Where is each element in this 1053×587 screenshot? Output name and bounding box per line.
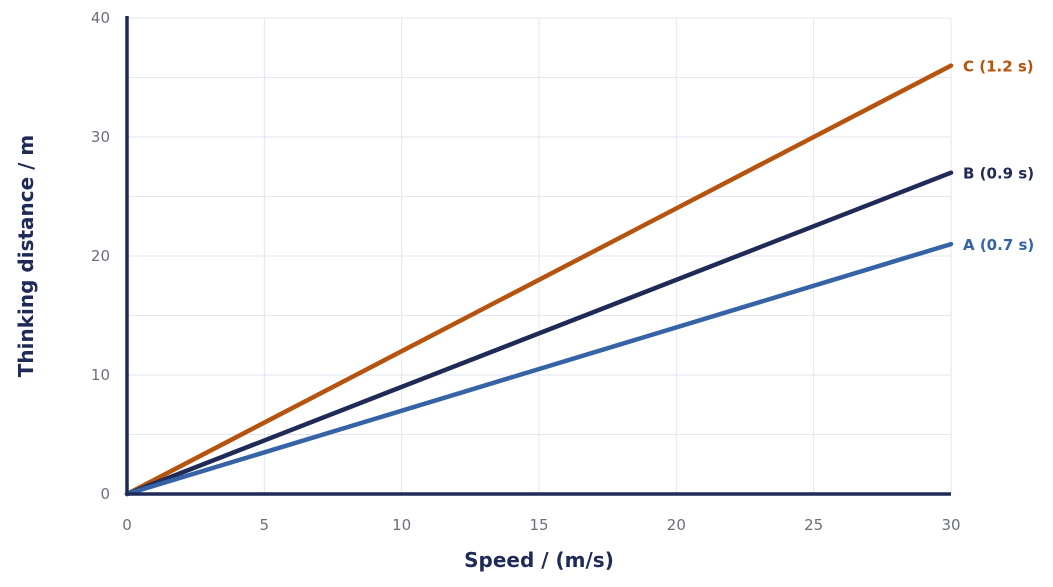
y-tick-label: 0 (100, 485, 110, 503)
y-axis-title: Thinking distance / m (14, 135, 38, 378)
x-tick-label: 25 (804, 516, 823, 534)
x-tick-label: 5 (260, 516, 270, 534)
y-tick-label: 10 (91, 366, 110, 384)
tick-labels: 0 5 10 15 20 25 30 0 10 20 30 40 (91, 9, 961, 534)
axes (125, 16, 951, 496)
x-tick-label: 0 (122, 516, 132, 534)
series-label-1: B (0.9 s) (963, 165, 1034, 183)
series-group (124, 63, 954, 497)
series-line-0 (124, 63, 954, 497)
x-axis-title: Speed / (m/s) (464, 548, 614, 572)
series-line-2 (124, 241, 954, 497)
x-tick-label: 15 (529, 516, 548, 534)
series-line-1 (124, 170, 954, 497)
series-labels: C (1.2 s) B (0.9 s) A (0.7 s) (963, 58, 1034, 255)
series-label-0: C (1.2 s) (963, 58, 1034, 76)
grid (126, 17, 952, 495)
series-label-2: A (0.7 s) (963, 236, 1034, 254)
x-tick-label: 10 (392, 516, 411, 534)
y-tick-label: 40 (91, 9, 110, 27)
x-tick-label: 30 (941, 516, 960, 534)
y-tick-label: 20 (91, 247, 110, 265)
x-tick-label: 20 (667, 516, 686, 534)
y-tick-label: 30 (91, 128, 110, 146)
